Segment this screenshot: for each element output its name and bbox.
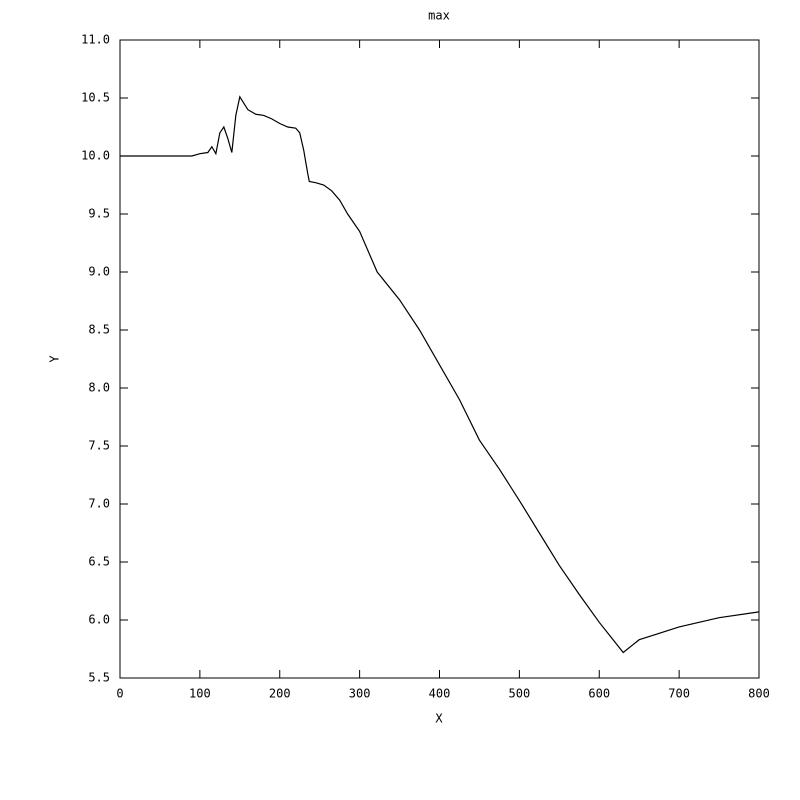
y-tick-label: 6.0	[88, 613, 110, 627]
y-tick-label: 7.0	[88, 497, 110, 511]
x-tick-label: 700	[668, 687, 690, 701]
y-tick-label: 9.5	[88, 207, 110, 221]
x-tick-label: 300	[349, 687, 371, 701]
y-tick-label: 8.5	[88, 323, 110, 337]
x-tick-label: 0	[116, 687, 123, 701]
y-tick-label: 9.0	[88, 265, 110, 279]
y-tick-label: 8.0	[88, 381, 110, 395]
y-tick-label: 10.5	[81, 91, 110, 105]
x-tick-label: 600	[588, 687, 610, 701]
y-tick-label: 7.5	[88, 439, 110, 453]
x-axis-label: X	[435, 712, 443, 726]
x-tick-label: 500	[509, 687, 531, 701]
x-tick-label: 800	[748, 687, 770, 701]
x-tick-label: 200	[269, 687, 291, 701]
x-tick-label: 400	[429, 687, 451, 701]
data-line	[120, 95, 760, 654]
y-tick-label: 11.0	[81, 33, 110, 47]
y-tick-label: 10.0	[81, 149, 110, 163]
x-tick-label: 100	[189, 687, 211, 701]
plot-frame	[119, 39, 760, 679]
y-tick-label: 6.5	[88, 555, 110, 569]
y-axis-label: Y	[48, 355, 62, 363]
y-tick-label: 5.5	[88, 671, 110, 685]
chart-title: max	[428, 9, 450, 23]
